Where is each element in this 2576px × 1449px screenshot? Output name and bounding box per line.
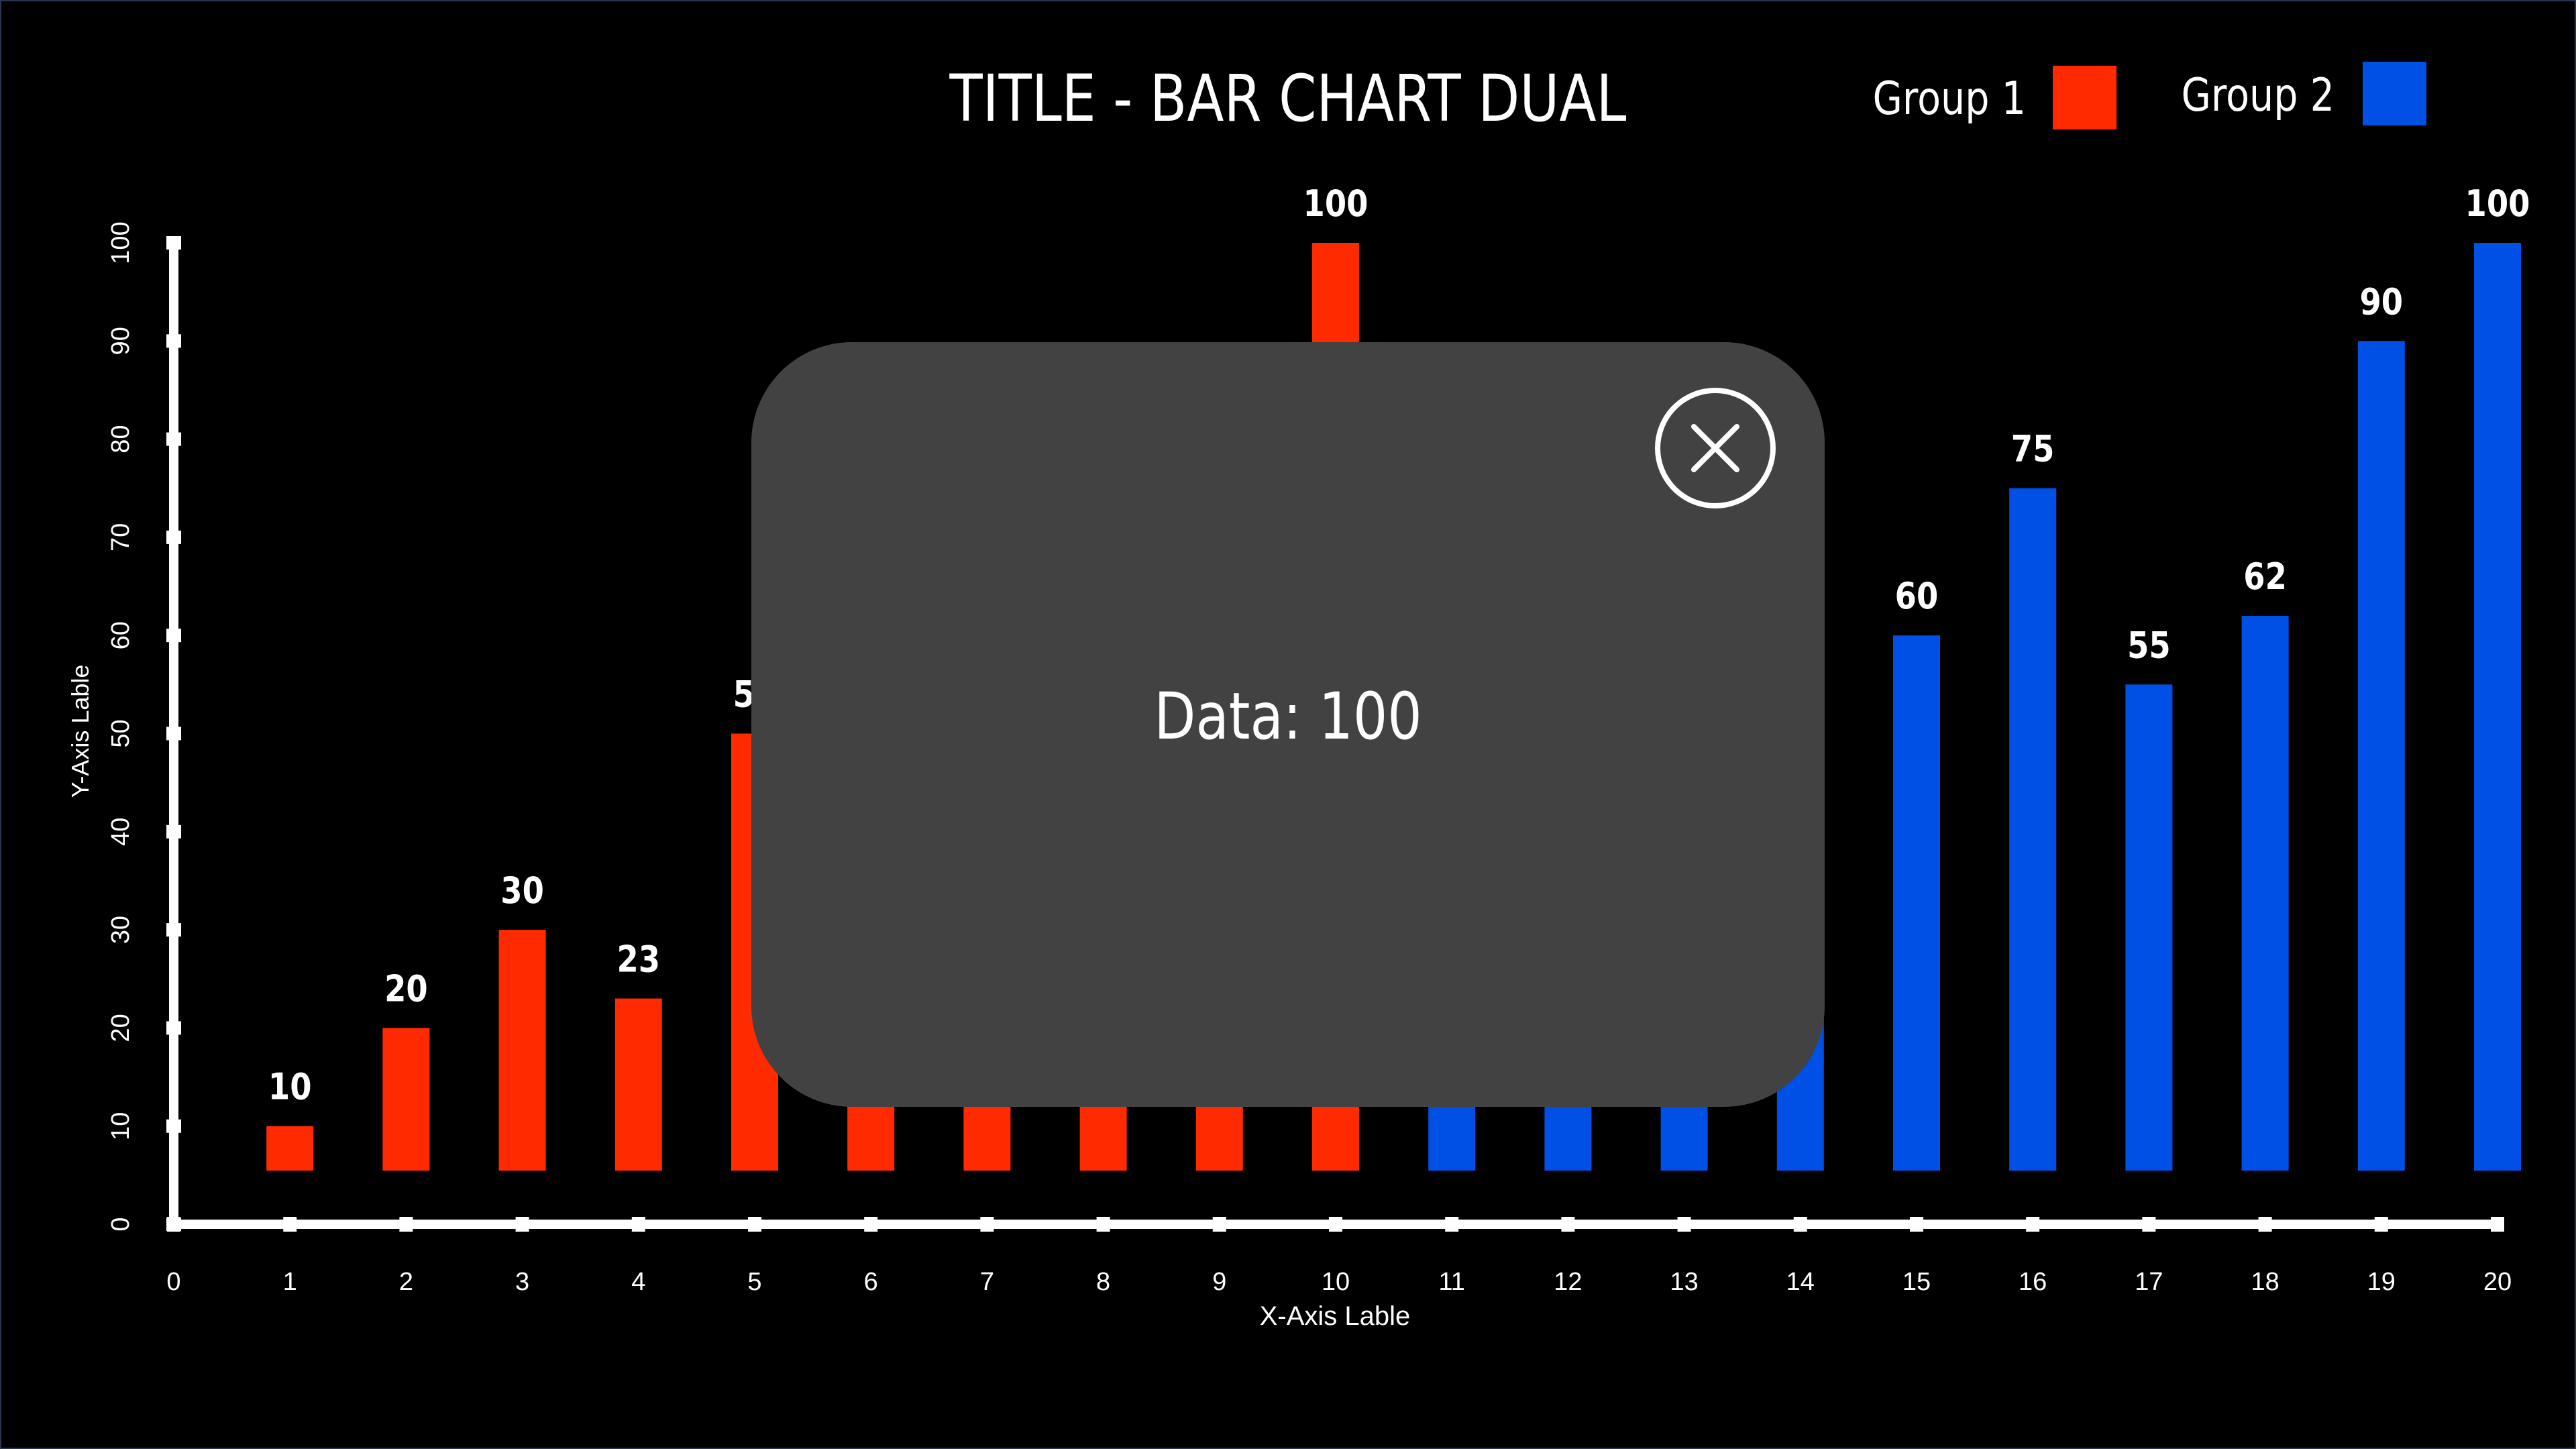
x-tick-mark-2 xyxy=(399,1217,413,1232)
bar-series1-x4 xyxy=(614,998,662,1171)
y-tick-label-10: 10 xyxy=(107,1112,135,1140)
y-tick-label-90: 90 xyxy=(107,327,135,355)
data-label-series1-x10: 100 xyxy=(1303,182,1368,225)
y-tick-label-60: 60 xyxy=(107,621,135,649)
data-label-series2-x18: 62 xyxy=(2243,555,2287,598)
x-tick-label-20: 20 xyxy=(2483,1268,2512,1296)
y-tick-label-80: 80 xyxy=(107,425,135,453)
x-tick-mark-8 xyxy=(1096,1217,1110,1232)
x-tick-label-3: 3 xyxy=(515,1268,529,1296)
data-popup: Data: 100 xyxy=(751,342,1825,1107)
close-button[interactable] xyxy=(1655,388,1776,508)
legend-swatch-series2 xyxy=(2363,62,2426,125)
bar-series2-x19 xyxy=(2357,341,2405,1171)
y-tick-mark-100 xyxy=(166,236,181,250)
x-tick-label-11: 11 xyxy=(1438,1268,1464,1296)
y-tick-mark-20 xyxy=(166,1021,181,1035)
data-label-series1-x3: 30 xyxy=(500,869,544,912)
x-tick-label-16: 16 xyxy=(2019,1268,2047,1296)
y-axis-label: Y-Axis Lable xyxy=(66,665,94,798)
bar-series2-x18 xyxy=(2241,615,2289,1171)
data-label-series2-x15: 60 xyxy=(1895,575,1939,617)
data-label-series2-x19: 90 xyxy=(2359,280,2403,323)
x-tick-mark-7 xyxy=(980,1217,994,1232)
x-tick-label-8: 8 xyxy=(1096,1268,1110,1296)
legend-swatch-series1 xyxy=(2053,66,2116,129)
close-circle-x-icon xyxy=(1655,388,1776,508)
x-tick-label-19: 19 xyxy=(2367,1268,2396,1296)
x-tick-mark-11 xyxy=(1445,1217,1459,1232)
x-tick-label-7: 7 xyxy=(980,1268,994,1296)
x-tick-label-9: 9 xyxy=(1212,1268,1226,1296)
x-tick-mark-5 xyxy=(748,1217,761,1232)
legend-label-series2: Group 2 xyxy=(2182,68,2334,121)
y-tick-mark-30 xyxy=(166,923,181,937)
x-tick-label-0: 0 xyxy=(166,1268,180,1296)
y-tick-label-20: 20 xyxy=(107,1014,135,1042)
y-tick-label-40: 40 xyxy=(107,818,135,846)
data-label-series1-x2: 20 xyxy=(384,967,428,1010)
chart-title: TITLE - BAR CHART DUAL xyxy=(949,61,1627,136)
x-tick-mark-1 xyxy=(283,1217,297,1232)
bar-series2-x20 xyxy=(2474,243,2521,1171)
data-label-series2-x16: 75 xyxy=(2011,427,2055,470)
x-tick-label-12: 12 xyxy=(1554,1268,1582,1296)
y-tick-label-50: 50 xyxy=(107,719,135,747)
legend-label-series1: Group 1 xyxy=(1873,72,2026,125)
x-axis-label: X-Axis Lable xyxy=(1260,1301,1411,1331)
bar-series1-x3 xyxy=(498,930,546,1171)
x-tick-mark-4 xyxy=(631,1217,645,1232)
bar-series2-x16 xyxy=(2009,488,2057,1171)
x-tick-mark-20 xyxy=(2491,1217,2504,1232)
x-tick-mark-19 xyxy=(2374,1217,2388,1232)
y-tick-mark-0 xyxy=(166,1218,181,1231)
data-label-series2-x20: 100 xyxy=(2465,182,2530,225)
x-tick-label-14: 14 xyxy=(1786,1268,1815,1296)
bar-series2-x17 xyxy=(2125,684,2173,1171)
x-tick-mark-15 xyxy=(1910,1217,1923,1232)
x-tick-label-5: 5 xyxy=(747,1268,761,1296)
data-label-series1-x4: 23 xyxy=(616,938,660,980)
x-tick-label-10: 10 xyxy=(1322,1268,1350,1296)
x-tick-mark-9 xyxy=(1212,1217,1226,1232)
bar-series1-x2 xyxy=(382,1028,430,1171)
y-tick-label-30: 30 xyxy=(107,916,135,944)
x-tick-label-4: 4 xyxy=(631,1268,645,1296)
x-tick-label-6: 6 xyxy=(864,1268,878,1296)
x-tick-label-17: 17 xyxy=(2135,1268,2163,1296)
y-tick-mark-10 xyxy=(166,1119,181,1133)
x-tick-mark-13 xyxy=(1677,1217,1691,1232)
legend: Group 1 Group 2 xyxy=(1873,62,2426,129)
data-label-series2-x17: 55 xyxy=(2127,624,2171,666)
x-tick-label-15: 15 xyxy=(1902,1268,1931,1296)
y-tick-mark-80 xyxy=(166,432,181,446)
y-tick-label-100: 100 xyxy=(107,221,135,264)
x-tick-mark-14 xyxy=(1793,1217,1807,1232)
y-tick-mark-50 xyxy=(166,727,181,741)
x-tick-mark-6 xyxy=(864,1217,878,1232)
x-tick-mark-18 xyxy=(2258,1217,2272,1232)
x-tick-label-2: 2 xyxy=(399,1268,413,1296)
y-tick-label-70: 70 xyxy=(107,523,135,551)
x-tick-label-1: 1 xyxy=(283,1268,297,1296)
y-tick-mark-90 xyxy=(166,334,181,348)
axes-layer: 0 1 2 3 4 5 6 7 8 9 10 11 12 13 14 15 16 17 18 19 2001020304… xyxy=(107,221,2512,1296)
x-tick-mark-10 xyxy=(1329,1217,1342,1232)
x-tick-mark-3 xyxy=(515,1217,529,1232)
x-tick-mark-16 xyxy=(2026,1217,2040,1232)
y-tick-mark-40 xyxy=(166,824,181,839)
y-tick-mark-70 xyxy=(166,530,181,544)
x-tick-mark-12 xyxy=(1561,1217,1575,1232)
y-tick-label-0: 0 xyxy=(107,1217,135,1231)
y-tick-mark-60 xyxy=(166,629,181,643)
popup-data-text: Data: 100 xyxy=(1154,679,1422,754)
x-tick-label-18: 18 xyxy=(2251,1268,2279,1296)
x-tick-mark-17 xyxy=(2142,1217,2156,1232)
data-label-series1-x1: 10 xyxy=(268,1065,312,1108)
bar-series1-x1 xyxy=(266,1126,314,1171)
x-tick-label-13: 13 xyxy=(1670,1268,1698,1296)
bar-series2-x15 xyxy=(1893,635,1940,1171)
